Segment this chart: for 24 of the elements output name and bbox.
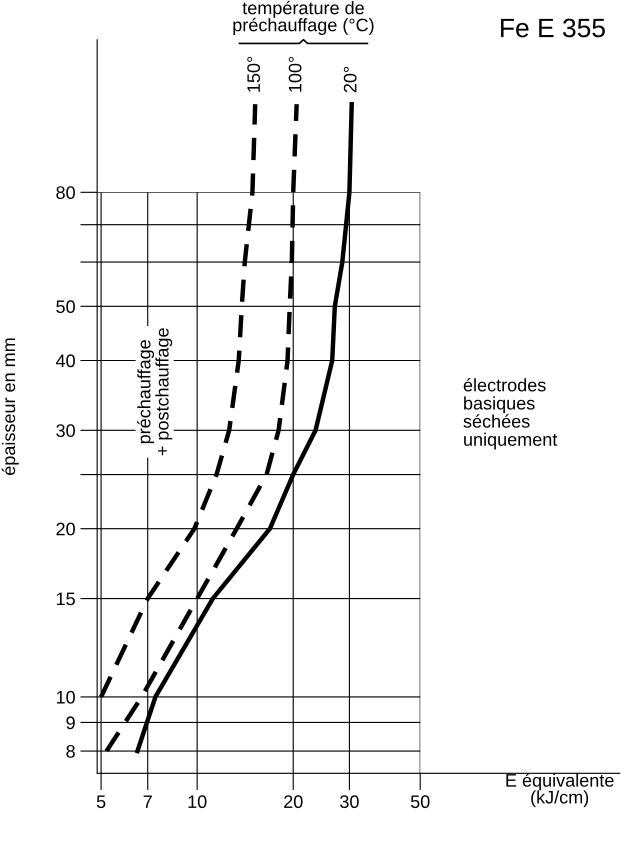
- y-tick-label: 80: [56, 186, 75, 200]
- x-tick-label: 50: [410, 795, 430, 808]
- y-tick-label: 50: [56, 300, 75, 314]
- chart-title: Fe E 355: [501, 18, 605, 38]
- text: 100°: [288, 56, 302, 92]
- y-tick-label: 8: [66, 744, 75, 758]
- y-axis-title: épaisseur en mm: [2, 338, 19, 475]
- y-tick-label: 9: [66, 716, 75, 730]
- y-tick-label: 10: [56, 690, 75, 704]
- y-tick-label: 40: [56, 354, 75, 368]
- y-tick-label: 15: [56, 592, 75, 606]
- x-tick-label: 20: [284, 795, 303, 808]
- x-axis-title: E équivalente (kJ/cm): [506, 773, 614, 808]
- y-tick-label: 30: [56, 424, 75, 438]
- legend-title: température de préchauffage (°C): [233, 0, 374, 35]
- text: 20°: [344, 66, 357, 92]
- x-tick-label: 10: [188, 795, 206, 808]
- y-tick-label: 20: [56, 522, 75, 536]
- x-tick-label: 7: [144, 795, 152, 808]
- text: 150°: [247, 56, 260, 92]
- annotation: électrodes basiques séchées uniquement: [463, 378, 558, 450]
- annotation: préchauffage + postchauffage: [137, 328, 172, 456]
- x-tick-label: 5: [96, 795, 106, 808]
- x-tick-label: 30: [340, 795, 359, 808]
